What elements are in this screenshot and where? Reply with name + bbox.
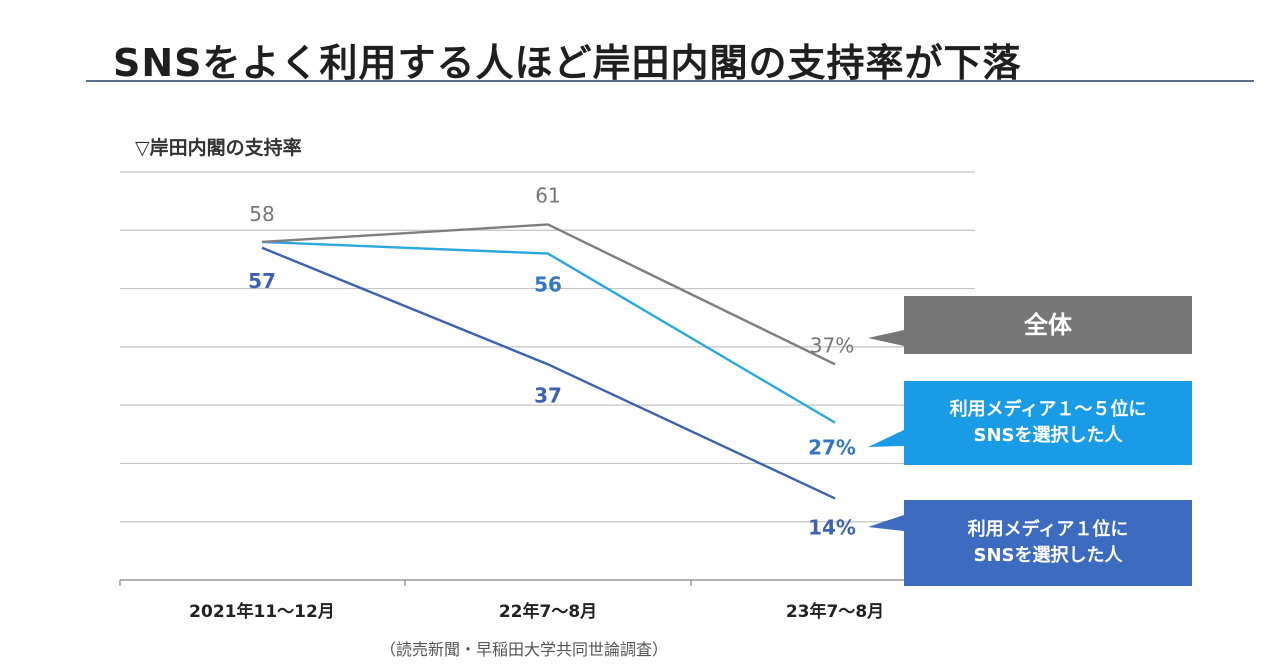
legend-box-sns-top5: 利用メディア１〜５位に SNSを選択した人 [904, 381, 1192, 465]
legend-label-overall: 全体 [1024, 310, 1072, 339]
data-label: 27% [808, 436, 856, 460]
legend-pointer [868, 330, 904, 346]
legend-label-sns-top1-line2: SNSを選択した人 [973, 545, 1123, 566]
source-note: （読売新聞・早稲田大学共同世論調査） [380, 640, 669, 659]
data-label: 61 [535, 183, 560, 207]
series-line [261, 240, 836, 424]
series-line [261, 246, 836, 500]
legend-pointer [868, 515, 904, 531]
data-label: 56 [534, 273, 562, 297]
legend-box-overall: 全体 [904, 296, 1192, 354]
x-tick-label: 23年7〜8月 [786, 601, 884, 622]
legend-pointer [868, 430, 904, 447]
title-divider [86, 80, 1254, 82]
legend-box-sns-top1: 利用メディア１位に SNSを選択した人 [904, 500, 1192, 586]
legend-label-sns-top5-line1: 利用メディア１〜５位に [949, 398, 1147, 420]
x-tick-label: 2021年11〜12月 [189, 601, 335, 622]
legend-label-sns-top5-line2: SNSを選択した人 [973, 425, 1123, 446]
legend-label-sns-top1-line1: 利用メディア１位に [967, 518, 1129, 540]
y-axis-label: ▽岸田内閣の支持率 [135, 137, 302, 159]
data-label: 14% [808, 515, 856, 539]
series-line [261, 223, 836, 366]
page-title: SNSをよく利用する人ほど岸田内閣の支持率が下落 [113, 41, 1022, 85]
data-label: 58 [249, 202, 274, 226]
data-label: 37% [810, 333, 854, 357]
data-label: 37 [534, 383, 562, 407]
data-label: 57 [248, 269, 276, 293]
x-tick-label: 22年7〜8月 [499, 601, 597, 622]
